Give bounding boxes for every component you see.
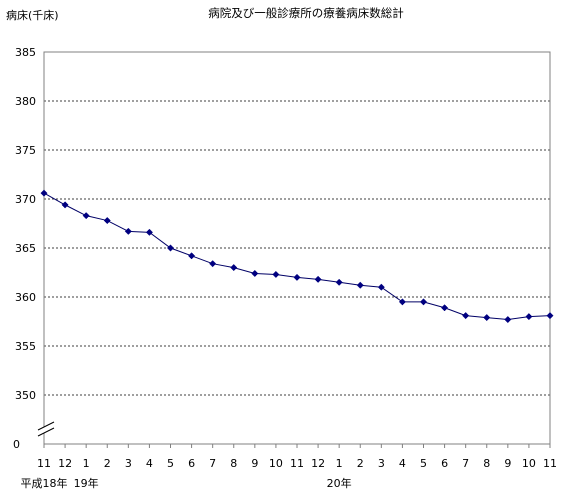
data-point [483,314,491,322]
x-tick-label: 10 [269,457,283,470]
data-point [356,281,364,289]
data-point [166,244,175,252]
x-tick-label: 11 [37,457,51,470]
x-tick-label: 10 [522,457,536,470]
data-point [398,298,406,306]
x-tick-label: 5 [420,457,427,470]
y-tick-labels: 350 355 360 365 370 375 380 385 0 [13,46,36,451]
data-point [209,260,217,268]
x-tick-label: 4 [399,457,406,470]
data-series [40,189,554,324]
x-tick-label: 12 [58,457,72,470]
year-label: 20年 [327,476,352,490]
x-tick-label: 1 [336,457,343,470]
series-line [43,192,551,321]
data-point [230,264,238,272]
y-tick-label: 365 [15,242,36,255]
x-tick-label: 2 [104,457,111,470]
data-point [504,315,512,324]
data-point [377,283,385,291]
y-tick-label: 350 [15,389,36,402]
x-tick-label: 5 [167,457,174,470]
x-tick-label: 2 [357,457,364,470]
x-tick-label: 12 [311,457,325,470]
x-tick-label: 8 [483,457,490,470]
gridlines [44,100,550,396]
y-tick-label: 380 [15,95,36,108]
year-label: 19年 [74,476,99,490]
data-point [546,312,554,320]
data-point [188,252,196,260]
data-point [314,275,322,283]
data-point [145,228,153,236]
y-tick-label: 370 [15,193,36,206]
year-label: 平成18年 [21,476,68,490]
y-tick-label: 360 [15,291,36,304]
data-point [293,273,301,281]
x-tick-label: 3 [125,457,132,470]
x-tick-label: 7 [209,457,216,470]
data-point [61,201,69,209]
x-tick-label: 9 [251,457,258,470]
data-point [251,269,259,278]
x-tick-label: 7 [462,457,469,470]
x-tick-label: 9 [504,457,511,470]
y-tick-label: 355 [15,340,36,353]
x-tick-label: 11 [543,457,557,470]
data-point [419,298,428,306]
axis-break-gap [39,427,49,433]
data-point [103,217,111,225]
y-tick-label: 385 [15,46,36,59]
data-point [525,313,533,321]
y-axis-label: 病床(千床) [6,8,59,22]
x-tick-label: 4 [146,457,153,470]
x-tick-label: 8 [230,457,237,470]
y-tick-label: 375 [15,144,36,157]
x-tick-labels: 11 12 1 2 3 4 5 6 7 8 9 10 11 12 1 2 3 4 5 6 7 8 9 10 11 [37,444,557,470]
data-point [462,312,470,320]
axis-break-mark [37,421,55,431]
y-tick-label-zero: 0 [13,438,20,451]
x-tick-label: 11 [290,457,304,470]
data-point [335,278,343,286]
year-labels: 平成18年 19年 20年 [21,476,352,490]
x-tick-label: 6 [188,457,195,470]
data-point [124,227,132,235]
axis-break-mark [37,427,55,437]
data-point [40,189,48,197]
chart-title: 病院及び一般診療所の療養病床数総計 [208,6,404,20]
data-point [82,212,90,220]
x-tick-label: 6 [441,457,448,470]
data-point [441,304,449,312]
data-point [272,270,280,279]
x-tick-label: 3 [378,457,385,470]
plot-frame [43,51,551,444]
x-tick-label: 1 [83,457,90,470]
